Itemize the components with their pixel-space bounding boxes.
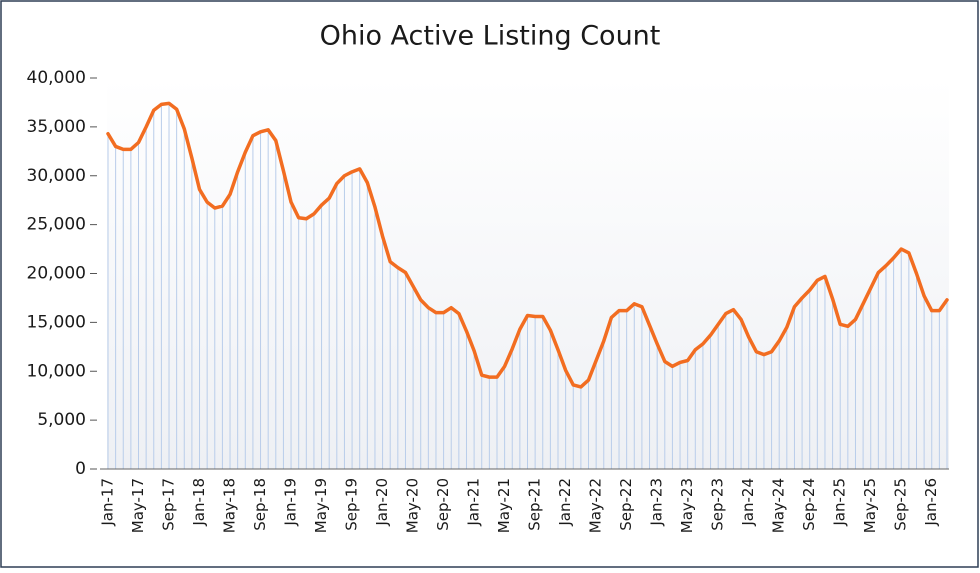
line-series xyxy=(106,101,949,389)
x-tick-label: Jan-24 xyxy=(739,478,757,527)
plot-area: 0 5,000 10,000 15,000 20,000 25,000 30,000 35,0… xyxy=(27,68,949,533)
x-tick-label: Sep-20 xyxy=(434,478,452,531)
x-tick-label: Jan-26 xyxy=(922,478,940,527)
x-tick-label: May-20 xyxy=(404,478,422,533)
x-tick-label: May-25 xyxy=(861,478,879,533)
y-tick-label: 20,000 xyxy=(27,264,86,284)
x-tick-label: May-18 xyxy=(221,478,239,533)
x-tick-label: May-23 xyxy=(678,478,696,533)
x-tick-label: Sep-18 xyxy=(251,478,269,531)
x-tick-label: May-24 xyxy=(770,478,788,533)
x-tick-label: Sep-17 xyxy=(160,478,178,531)
y-tick-label: 5,000 xyxy=(37,410,86,430)
y-tick-label: 40,000 xyxy=(27,68,86,88)
x-tick-label: Sep-19 xyxy=(343,478,361,531)
x-tick-label: Sep-21 xyxy=(526,478,544,531)
y-tick-label: 30,000 xyxy=(27,166,86,186)
chart-title: Ohio Active Listing Count xyxy=(320,21,661,52)
x-tick-label: Sep-22 xyxy=(617,478,635,531)
x-tick-label: Jan-25 xyxy=(831,478,849,527)
y-tick-label: 10,000 xyxy=(27,361,86,381)
y-tick-label: 0 xyxy=(75,459,86,479)
x-tick-label: Jan-18 xyxy=(190,478,208,527)
x-tick-label: Jan-21 xyxy=(465,478,483,527)
y-tick-label: 25,000 xyxy=(27,215,86,235)
y-tick-label: 15,000 xyxy=(27,312,86,332)
x-tick-label: Jan-20 xyxy=(373,478,391,527)
x-tick-label: May-21 xyxy=(495,478,513,533)
x-tick-label: May-22 xyxy=(587,478,605,533)
x-tick-label: May-17 xyxy=(129,478,147,533)
x-tick-label: Jan-17 xyxy=(99,478,117,527)
x-tick-label: Sep-24 xyxy=(800,478,818,531)
x-tick-label: Jan-19 xyxy=(282,478,300,527)
x-tick-label: May-19 xyxy=(312,478,330,533)
x-tick-label: Jan-23 xyxy=(648,478,666,527)
y-tick-label: 35,000 xyxy=(27,117,86,137)
x-tick-label: Sep-23 xyxy=(709,478,727,531)
x-tick-label: Sep-25 xyxy=(892,478,910,531)
x-tick-label: Jan-22 xyxy=(556,478,574,527)
